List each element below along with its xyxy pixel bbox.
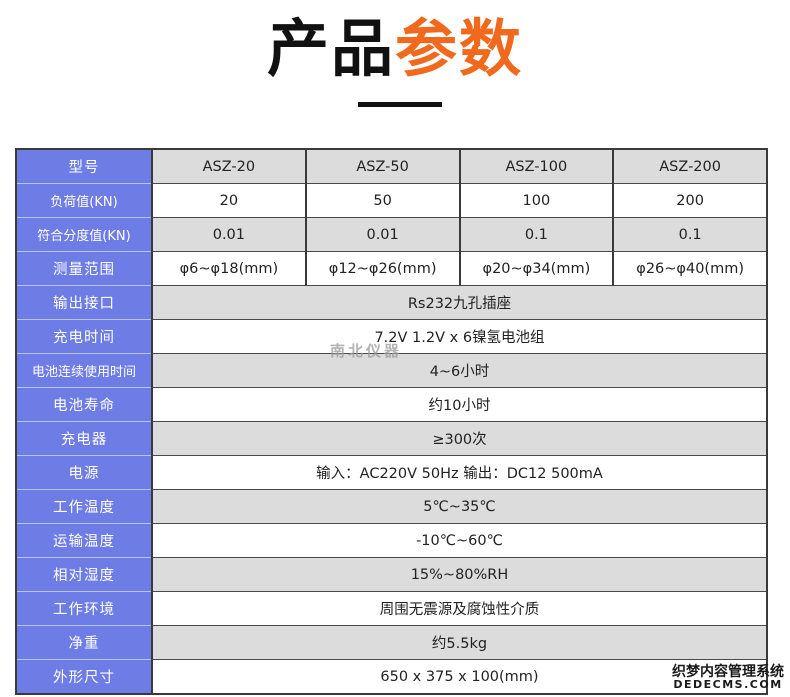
- row-value-cell: φ20~φ34(mm): [458, 251, 615, 286]
- row-value-cell: Rs232九孔插座: [151, 285, 768, 320]
- table-row: 运输温度 -10℃~60℃: [15, 523, 768, 558]
- row-label-cell: 净重: [15, 625, 153, 660]
- row-value-cell: 0.1: [458, 217, 615, 252]
- table-row: 符合分度值(KN) 0.01 0.01 0.1 0.1: [15, 217, 768, 252]
- row-value-cell: φ6~φ18(mm): [151, 251, 307, 286]
- page-title-orange: 参数: [395, 12, 524, 85]
- row-value-cell: 输入：AC220V 50Hz 输出：DC12 500mA: [151, 455, 768, 490]
- table-row: 测量范围 φ6~φ18(mm) φ12~φ26(mm) φ20~φ34(mm) φ26~…: [15, 251, 768, 286]
- row-label-cell: 运输温度: [15, 523, 153, 558]
- row-value-cell: 4~6小时: [151, 353, 768, 388]
- row-value-cell: φ26~φ40(mm): [612, 251, 768, 286]
- row-value-cell: 650 x 375 x 100(mm): [151, 659, 768, 695]
- row-label-cell: 输出接口: [15, 285, 153, 320]
- row-value-cell: ASZ-50: [304, 148, 461, 184]
- row-value-cell: ASZ-200: [612, 148, 768, 184]
- row-value-cell: 0.01: [304, 217, 461, 252]
- row-value-cell: 约5.5kg: [151, 625, 768, 660]
- row-value-cell: ≥300次: [151, 421, 768, 456]
- table-row: 型号 ASZ-20 ASZ-50 ASZ-100 ASZ-200: [15, 148, 768, 184]
- table-row: 电池连续使用时间 4~6小时: [15, 353, 768, 388]
- row-label-cell: 电源: [15, 455, 153, 490]
- row-value-cell: φ12~φ26(mm): [304, 251, 461, 286]
- row-label-cell: 电池寿命: [15, 387, 153, 422]
- row-value-cell: 7.2V 1.2V x 6镍氢电池组: [151, 319, 768, 354]
- spec-table-body: 型号 ASZ-20 ASZ-50 ASZ-100 ASZ-200 负荷值(KN) 20 50 1…: [15, 148, 768, 695]
- row-label-cell: 型号: [15, 148, 153, 184]
- row-value-cell: 周围无震源及腐蚀性介质: [151, 591, 768, 626]
- table-row: 工作环境 周围无震源及腐蚀性介质: [15, 591, 768, 626]
- row-value-cell: -10℃~60℃: [151, 523, 768, 558]
- row-value-cell: 0.01: [151, 217, 307, 252]
- table-row: 工作温度 5℃~35℃: [15, 489, 768, 524]
- row-value-cell: 20: [151, 183, 307, 218]
- page-title-black: 产品: [266, 12, 395, 85]
- table-row: 相对湿度 15%~80%RH: [15, 557, 768, 592]
- row-value-cell: 0.1: [612, 217, 768, 252]
- row-value-cell: 100: [458, 183, 615, 218]
- row-label-cell: 工作温度: [15, 489, 153, 524]
- row-value-cell: 5℃~35℃: [151, 489, 768, 524]
- row-label-cell: 充电时间: [15, 319, 153, 354]
- page-title: 产品参数: [0, 8, 790, 90]
- row-label-cell: 相对湿度: [15, 557, 153, 592]
- page-title-line: 产品参数: [0, 8, 790, 90]
- row-label-cell: 符合分度值(KN): [15, 217, 153, 252]
- title-underline-rule: [358, 102, 442, 107]
- row-value-cell: 15%~80%RH: [151, 557, 768, 592]
- row-value-cell: ASZ-20: [151, 148, 307, 184]
- row-label-cell: 工作环境: [15, 591, 153, 626]
- row-label-cell: 测量范围: [15, 251, 153, 286]
- table-row: 电池寿命 约10小时: [15, 387, 768, 422]
- row-label-cell: 充电器: [15, 421, 153, 456]
- table-row: 外形尺寸 650 x 375 x 100(mm): [15, 659, 768, 695]
- row-label-cell: 外形尺寸: [15, 659, 153, 695]
- product-spec-table: 型号 ASZ-20 ASZ-50 ASZ-100 ASZ-200 负荷值(KN) 20 50 1…: [15, 148, 768, 695]
- table-row: 电源 输入：AC220V 50Hz 输出：DC12 500mA: [15, 455, 768, 490]
- row-value-cell: ASZ-100: [458, 148, 615, 184]
- row-value-cell: 50: [304, 183, 461, 218]
- table-row: 充电时间 7.2V 1.2V x 6镍氢电池组: [15, 319, 768, 354]
- table-row: 充电器 ≥300次: [15, 421, 768, 456]
- table-row: 负荷值(KN) 20 50 100 200: [15, 183, 768, 218]
- row-label-cell: 电池连续使用时间: [15, 353, 153, 388]
- row-value-cell: 约10小时: [151, 387, 768, 422]
- table-row: 输出接口 Rs232九孔插座: [15, 285, 768, 320]
- row-value-cell: 200: [612, 183, 768, 218]
- table-row: 净重 约5.5kg: [15, 625, 768, 660]
- row-label-cell: 负荷值(KN): [15, 183, 153, 218]
